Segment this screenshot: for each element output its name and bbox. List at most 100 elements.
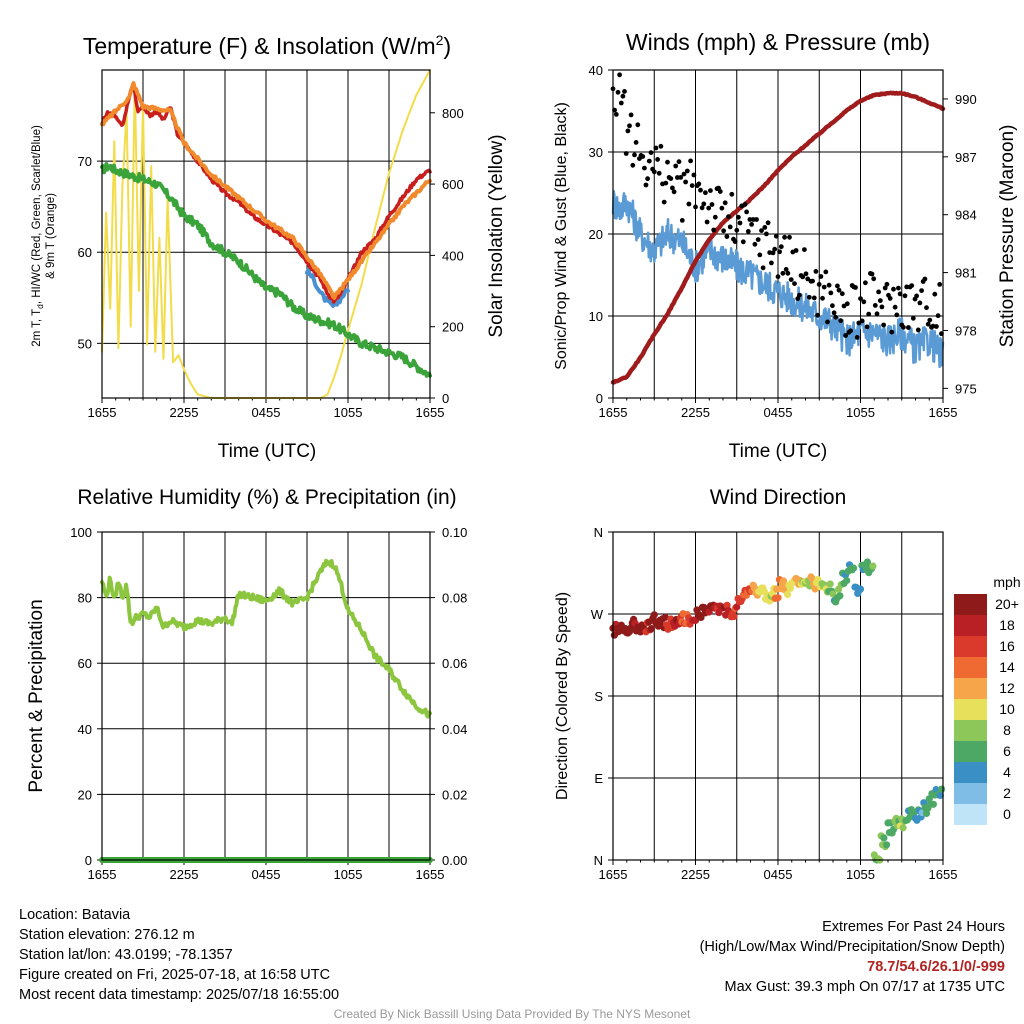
y2-tick-label: 400 [442, 248, 464, 263]
y-tick-label: N [594, 853, 603, 868]
gust-point [709, 202, 715, 207]
gust-point [826, 282, 832, 288]
pressure-line [610, 90, 946, 385]
y-tick-label: N [594, 525, 603, 540]
gust-point [653, 145, 659, 151]
x-tick-label: 1655 [416, 867, 445, 882]
gust-point [747, 217, 753, 222]
gust-point [810, 278, 815, 284]
gust-point [785, 270, 791, 276]
gust-point [729, 191, 735, 197]
gust-point [760, 265, 766, 271]
gust-point [872, 303, 878, 308]
gust-point [813, 269, 819, 274]
winds-panel: Winds (mph) & Pressure (mb) Sonic/Prop W… [553, 29, 1018, 462]
gust-point [802, 247, 807, 253]
x-tick-label: 1055 [846, 405, 875, 420]
direction-point [929, 800, 938, 808]
y2-tick-label: 990 [955, 92, 977, 107]
winds-x-axis-label: Time (UTC) [729, 441, 828, 462]
gust-point [805, 276, 811, 282]
gust-point [617, 72, 622, 78]
legend-swatch [954, 678, 987, 699]
x-tick-label: 1655 [599, 405, 628, 420]
legend-label: 6 [1003, 743, 1011, 759]
gust-point [869, 271, 875, 277]
direction-point [843, 576, 851, 585]
gust-point [806, 294, 812, 300]
x-tick-label: 2255 [170, 405, 199, 420]
extremes-values: 78.7/54.6/26.1/0/-999 [867, 959, 1005, 975]
gust-point [658, 143, 664, 149]
gust-point [706, 205, 712, 211]
gust-point [919, 288, 924, 293]
legend-swatch [954, 804, 987, 825]
gust-point [937, 282, 943, 287]
direction-point [836, 592, 844, 600]
gust-point [742, 202, 748, 207]
gust-point [901, 324, 906, 330]
gust-point [679, 218, 685, 223]
y2-tick-label: 0.00 [442, 853, 467, 868]
x-tick-label: 1655 [929, 405, 958, 420]
gust-point [891, 286, 896, 292]
gust-point [642, 165, 647, 171]
gust-point [935, 313, 941, 319]
gust-point [892, 304, 898, 310]
legend-label: 10 [999, 701, 1015, 717]
y-tick-label: 60 [78, 245, 92, 260]
x-tick-label: 1055 [846, 867, 875, 882]
direction-point [784, 590, 792, 599]
gust-point [665, 159, 670, 165]
direction-point [811, 585, 819, 593]
gust-point [882, 285, 888, 291]
station-info: Location: Batavia Station elevation: 276… [19, 905, 339, 1005]
series-layer [609, 558, 946, 864]
direction-point [869, 562, 877, 570]
gust-point [881, 322, 886, 328]
legend-label: 20+ [995, 596, 1019, 612]
direction-point [650, 611, 658, 619]
station-latlon: Station lat/lon: 43.0199; -78.1357 [19, 947, 233, 963]
legend-label: 2 [1003, 785, 1011, 801]
y-tick-label: 50 [78, 336, 92, 351]
windchill-line [305, 267, 350, 308]
legend-label: 18 [999, 617, 1015, 633]
y-tick-label: 10 [589, 309, 603, 324]
gust-point [787, 234, 792, 240]
gust-point [896, 285, 901, 291]
gust-point [934, 324, 939, 329]
wind-direction-panel-title: Wind Direction [710, 486, 847, 509]
gust-point [712, 214, 718, 220]
gust-point [859, 318, 865, 324]
wind-direction-panel: Wind Direction Direction (Colored By Spe… [554, 486, 1021, 882]
gust-point [803, 271, 809, 277]
y2-tick-label: 987 [955, 150, 977, 165]
x-tick-label: 2255 [681, 405, 710, 420]
y2-tick-label: 0.10 [442, 525, 467, 540]
temperature-x-axis-label: Time (UTC) [218, 441, 317, 462]
gust-point [648, 150, 654, 156]
temperature-panel-title: Temperature (F) & Insolation (W/m2) [83, 32, 451, 59]
gust-point [917, 300, 923, 306]
y-tick-label: 0 [596, 391, 603, 406]
wind-speed-line [611, 189, 945, 369]
gust-point [910, 315, 916, 321]
x-tick-label: 1655 [599, 867, 628, 882]
gust-point [848, 328, 853, 334]
gust-point [722, 200, 728, 206]
y2-tick-label: 981 [955, 266, 977, 281]
gust-point [656, 170, 662, 176]
gust-point [724, 234, 730, 240]
y2-tick-label: 600 [442, 177, 464, 192]
wind-direction-y-axis-label: Direction (Colored By Speed) [554, 592, 571, 800]
gust-point [839, 291, 845, 297]
gust-point [820, 295, 825, 301]
y-tick-label: 40 [78, 722, 92, 737]
gust-point [740, 239, 746, 245]
gust-point [889, 329, 895, 335]
gust-point [764, 231, 769, 237]
humidity-panel-title: Relative Humidity (%) & Precipitation (i… [77, 486, 456, 509]
gust-point [825, 319, 830, 325]
